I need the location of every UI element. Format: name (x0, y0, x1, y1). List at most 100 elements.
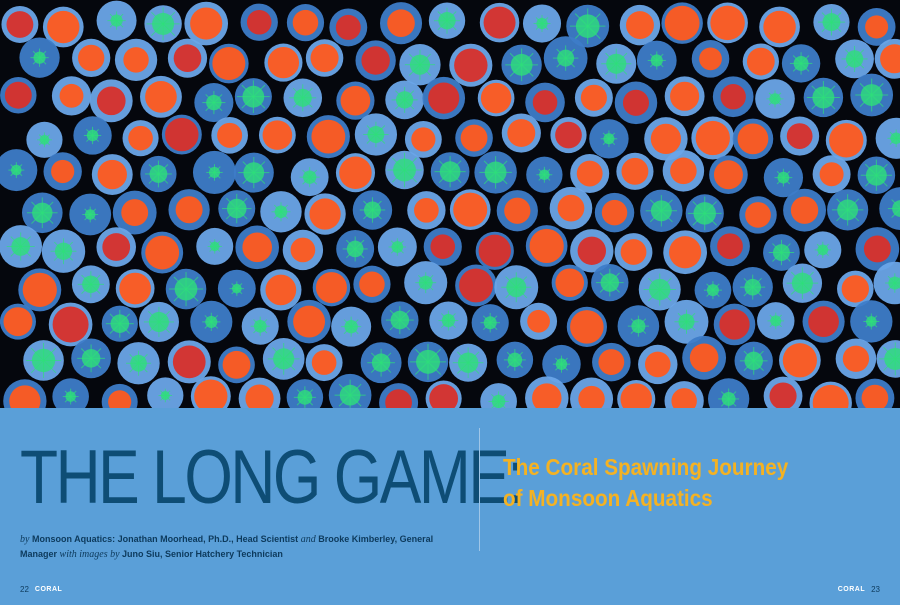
coral-plug (813, 4, 850, 41)
coral-plug (619, 4, 661, 46)
coral-plug (430, 152, 470, 192)
coral-plug (167, 38, 208, 78)
coral-plug (0, 303, 36, 340)
coral-plug (101, 383, 138, 408)
coral-plug (455, 119, 493, 157)
article-subtitle: The Coral Spawning Journey of Monsoon Aq… (503, 452, 845, 514)
coral-plug (763, 376, 803, 408)
coral-plug (43, 152, 82, 191)
coral-plug (192, 150, 237, 194)
coral-plug (662, 150, 705, 192)
coral-plug (837, 270, 874, 308)
coral-plug (71, 338, 111, 379)
byline-photographer: Juno Siu, Senior Hatchery Technician (122, 549, 283, 559)
coral-plug (783, 188, 826, 232)
column-divider (479, 428, 480, 551)
coral-plug (691, 116, 735, 160)
coral-plug (306, 115, 350, 159)
coral-plug (71, 265, 110, 304)
coral-plug (855, 227, 900, 271)
coral-plug (455, 264, 497, 307)
coral-plug (385, 150, 424, 190)
coral-plug (551, 264, 588, 301)
coral-plug (638, 268, 681, 311)
coral-plug (3, 379, 47, 408)
coral-plug (550, 116, 587, 154)
coral-plug (404, 120, 442, 158)
coral-plug (525, 82, 565, 123)
subtitle-line-2: of Monsoon Aquatics (503, 485, 713, 511)
coral-plug (167, 340, 211, 384)
coral-plug (52, 378, 89, 408)
coral-plug (664, 381, 704, 408)
coral-plug (782, 263, 823, 303)
coral-plug (566, 306, 607, 347)
coral-plug (742, 43, 779, 80)
coral-plug (691, 40, 730, 78)
byline-by: by (20, 534, 30, 545)
coral-plug (713, 303, 756, 346)
coral-plug (757, 302, 795, 340)
coral-plug (190, 300, 233, 343)
coral-plug (614, 233, 653, 271)
coral-plug (101, 305, 138, 342)
coral-plug (525, 225, 568, 267)
coral-plug (115, 269, 155, 308)
coral-plug (614, 81, 658, 125)
coral-plug (876, 340, 900, 378)
coral-plug (496, 341, 534, 379)
coral-plug (209, 43, 249, 84)
coral-plug (638, 344, 678, 385)
coral-plug (144, 5, 182, 43)
coral-plug (640, 189, 683, 233)
coral-plug (218, 190, 256, 228)
coral-plug (664, 76, 705, 117)
coral-plug (543, 36, 588, 80)
coral-plug (72, 38, 111, 78)
coral-plug (286, 379, 324, 408)
coral-plug (804, 231, 842, 269)
coral-plug (190, 376, 231, 408)
coral-plug (526, 156, 563, 193)
coral-plug (404, 261, 448, 305)
coral-plug (549, 186, 593, 230)
page-number-right: 23 (871, 585, 880, 594)
coral-plug (875, 117, 900, 159)
coral-plug (525, 376, 569, 408)
article-headline: THE LONG GAME: (20, 435, 525, 520)
coral-plug (23, 340, 64, 381)
title-panel: THE LONG GAME: The Coral Spawning Journe… (0, 408, 900, 605)
coral-plug (474, 151, 517, 194)
coral-plug (617, 305, 660, 347)
coral-plug (685, 194, 724, 233)
coral-plug (855, 378, 895, 408)
coral-plug (19, 37, 60, 78)
coral-plug (377, 227, 417, 267)
coral-plug (241, 307, 279, 345)
coral-plug (428, 2, 466, 39)
coral-plug (168, 189, 210, 231)
coral-plug (857, 8, 896, 46)
coral-plug (305, 39, 344, 77)
coral-plug (825, 119, 867, 161)
byline-with-images-by: with images by (59, 549, 120, 560)
coral-plug (165, 268, 207, 310)
coral-plug (283, 78, 323, 118)
coral-plug (449, 343, 488, 382)
coral-plug (112, 190, 157, 235)
coral-plug (89, 79, 133, 123)
coral-plug (21, 192, 63, 234)
coral-plug (304, 193, 346, 235)
coral-plug (196, 227, 234, 265)
coral-plug (755, 79, 795, 119)
coral-plug (835, 39, 874, 79)
coral-plug (140, 155, 177, 193)
coral-plug (857, 156, 896, 195)
coral-plug (73, 116, 112, 155)
coral-plug (51, 76, 92, 116)
coral-plug (161, 114, 202, 155)
coral-plug (479, 2, 520, 43)
coral-plug (264, 43, 303, 82)
coral-plug (147, 377, 184, 408)
coral-plug (664, 299, 709, 344)
